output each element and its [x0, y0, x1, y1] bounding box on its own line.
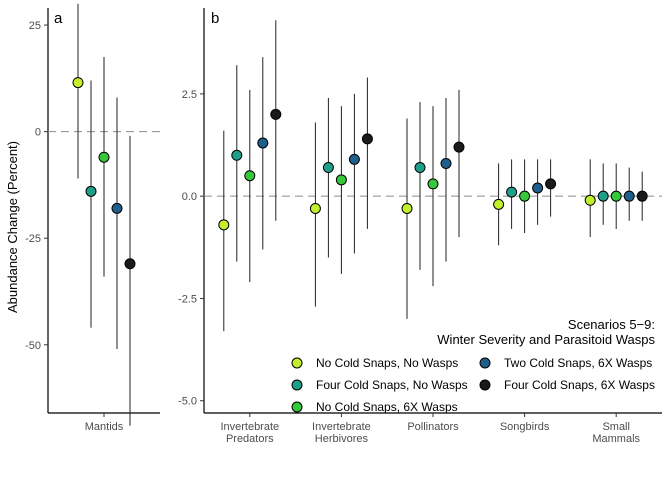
- x-tick-label-mantids: Mantids: [85, 421, 124, 433]
- point-four-cold-snaps-no-wasps: [231, 149, 243, 161]
- y-tick-label: 0.0: [182, 191, 197, 203]
- point-no-cold-snaps-6x-wasps: [519, 190, 531, 202]
- point-no-cold-snaps-no-wasps: [493, 198, 505, 210]
- point-two-cold-snaps-6x-wasps: [257, 137, 269, 149]
- legend: Scenarios 5−9: Winter Severity and Parasi…: [291, 317, 655, 414]
- point-four-cold-snaps-no-wasps: [414, 162, 426, 174]
- x-tick-label-small-mammals: Small Mammals: [592, 421, 640, 445]
- point-four-cold-snaps-no-wasps: [85, 185, 97, 197]
- legend-key-four-cold-snaps-no-wasps: [291, 379, 303, 391]
- point-four-cold-snaps-6x-wasps: [636, 190, 648, 202]
- point-no-cold-snaps-6x-wasps: [98, 151, 110, 163]
- legend-key-two-cold-snaps-6x-wasps: [479, 357, 491, 369]
- point-no-cold-snaps-no-wasps: [401, 202, 413, 214]
- y-tick-label: -50: [25, 340, 41, 352]
- legend-label-no-cold-snaps-6x-wasps: No Cold Snaps, 6X Wasps: [316, 400, 458, 414]
- x-tick-label-pollinators: Pollinators: [407, 421, 459, 433]
- point-four-cold-snaps-6x-wasps: [545, 178, 557, 190]
- point-no-cold-snaps-6x-wasps: [244, 170, 256, 182]
- legend-key-no-cold-snaps-6x-wasps: [291, 401, 303, 413]
- legend-label-four-cold-snaps-no-wasps: Four Cold Snaps, No Wasps: [316, 378, 468, 392]
- point-four-cold-snaps-6x-wasps: [361, 133, 373, 145]
- point-no-cold-snaps-6x-wasps: [610, 190, 622, 202]
- point-four-cold-snaps-no-wasps: [506, 186, 518, 198]
- y-axis-title: Abundance Change (Percent): [5, 141, 20, 313]
- y-tick-label: -25: [25, 233, 41, 245]
- point-four-cold-snaps-no-wasps: [597, 190, 609, 202]
- point-two-cold-snaps-6x-wasps: [348, 153, 360, 165]
- x-tick-label-songbirds: Songbirds: [500, 421, 550, 433]
- point-four-cold-snaps-no-wasps: [322, 162, 334, 174]
- legend-title: Scenarios 5−9: Winter Severity and Parasi…: [437, 317, 655, 347]
- point-four-cold-snaps-6x-wasps: [270, 108, 282, 120]
- panel-label: a: [54, 10, 63, 27]
- panel-label: b: [211, 10, 219, 27]
- point-no-cold-snaps-6x-wasps: [335, 174, 347, 186]
- point-no-cold-snaps-no-wasps: [218, 219, 230, 231]
- point-no-cold-snaps-no-wasps: [72, 77, 84, 89]
- point-no-cold-snaps-6x-wasps: [427, 178, 439, 190]
- legend-key-no-cold-snaps-no-wasps: [291, 357, 303, 369]
- legend-label-no-cold-snaps-no-wasps: No Cold Snaps, No Wasps: [316, 356, 458, 370]
- panel-a: a 25 0 -25 -50 Mantids: [25, 3, 160, 433]
- panel-b: b 2.5 0.0 -2.5 -5.0 Invertebrate Predators Inve…: [178, 8, 662, 445]
- point-two-cold-snaps-6x-wasps: [532, 182, 544, 194]
- y-tick-label: -2.5: [178, 293, 197, 305]
- legend-label-two-cold-snaps-6x-wasps: Two Cold Snaps, 6X Wasps: [504, 356, 652, 370]
- x-tick-label-invertebrate-predators: Invertebrate Predators: [220, 421, 279, 445]
- y-tick-label: 0: [35, 127, 41, 139]
- point-two-cold-snaps-6x-wasps: [111, 202, 123, 214]
- point-no-cold-snaps-no-wasps: [584, 194, 596, 206]
- point-two-cold-snaps-6x-wasps: [623, 190, 635, 202]
- y-tick-label: 2.5: [182, 89, 197, 101]
- x-tick-label-invertebrate-herbivores: Invertebrate Herbivores: [312, 421, 371, 445]
- y-tick-label: -5.0: [178, 396, 197, 408]
- point-four-cold-snaps-6x-wasps: [124, 258, 136, 270]
- point-two-cold-snaps-6x-wasps: [440, 157, 452, 169]
- point-no-cold-snaps-no-wasps: [309, 202, 321, 214]
- legend-label-four-cold-snaps-6x-wasps: Four Cold Snaps, 6X Wasps: [504, 378, 655, 392]
- point-four-cold-snaps-6x-wasps: [453, 141, 465, 153]
- legend-key-four-cold-snaps-6x-wasps: [479, 379, 491, 391]
- y-tick-label: 25: [29, 20, 41, 32]
